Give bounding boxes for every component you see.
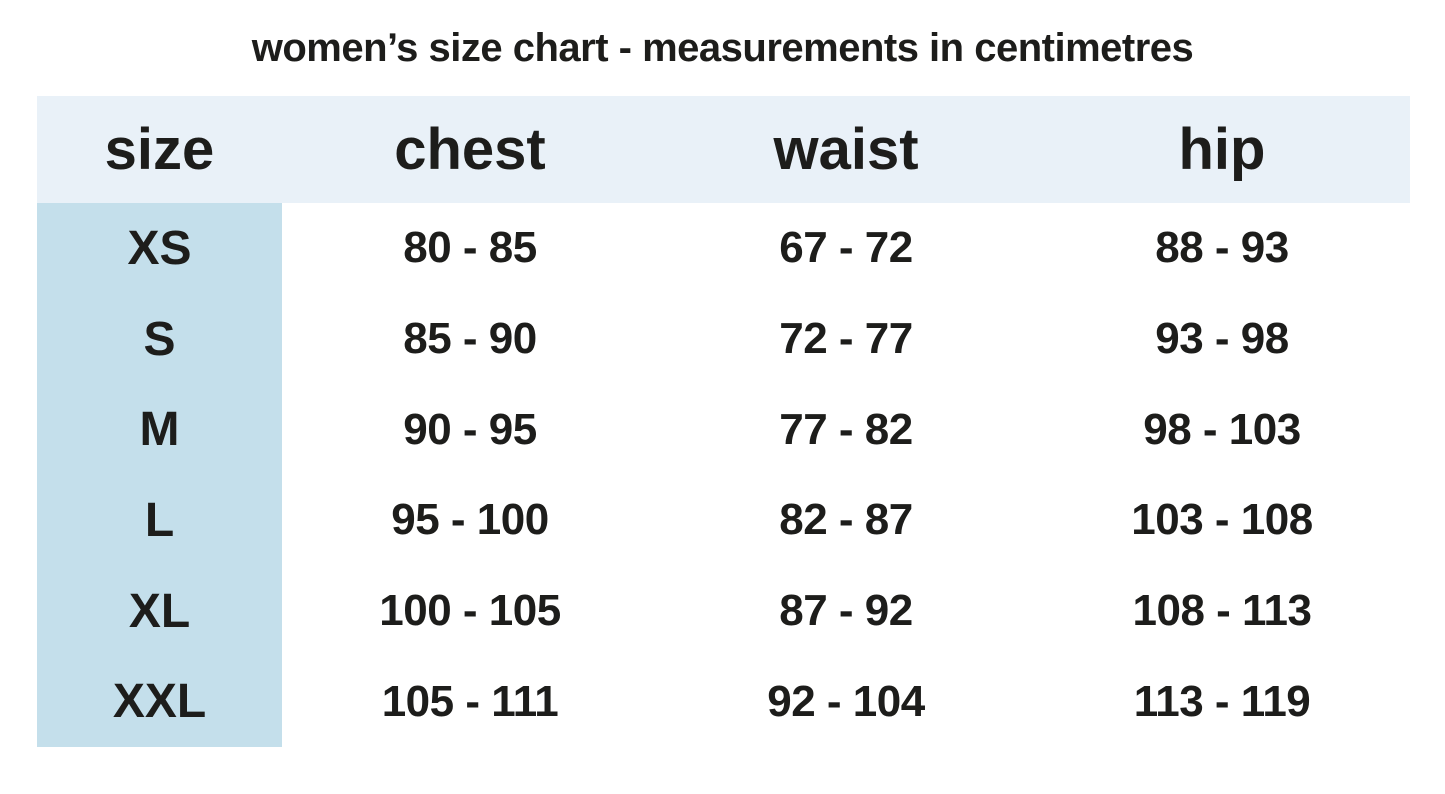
measurement-cell-chest: 85 - 90 (403, 314, 537, 364)
table-row: XXL 105 - 111 92 - 104 113 - 119 (37, 656, 1410, 748)
table-row: XL 100 - 105 87 - 92 108 - 113 (37, 565, 1410, 657)
measurement-cell-hip: 103 - 108 (1131, 495, 1313, 545)
table-row: M 90 - 95 77 - 82 98 - 103 (37, 384, 1410, 476)
header-cell-chest: chest (394, 117, 546, 182)
measurement-cell-hip: 88 - 93 (1155, 223, 1289, 273)
measurement-cell-hip: 93 - 98 (1155, 314, 1289, 364)
measurement-cell-waist: 67 - 72 (779, 223, 913, 273)
table-header-row: size chest waist hip (37, 96, 1410, 203)
table-body: XS 80 - 85 67 - 72 88 - 93 S 85 - 90 72 - 77 93… (37, 203, 1410, 748)
size-label-cell: XS (37, 203, 282, 294)
measurement-cell-hip: 98 - 103 (1143, 404, 1301, 454)
measurement-cell-chest: 105 - 111 (381, 676, 559, 726)
size-chart-table: size chest waist hip XS 80 - 85 67 - 72 88 - 9… (37, 96, 1410, 748)
header-cell-size: size (104, 117, 215, 182)
measurement-cell-chest: 100 - 105 (379, 586, 561, 636)
measurement-cell-waist: 77 - 82 (779, 404, 913, 454)
measurement-cell-waist: 82 - 87 (779, 495, 913, 545)
size-label-cell: XL (37, 565, 282, 657)
size-chart-page: women’s size chart - measurements in cen… (0, 22, 1445, 748)
size-label-cell: M (37, 384, 282, 476)
table-row: L 95 - 100 82 - 87 103 - 108 (37, 475, 1410, 566)
size-label-cell: S (37, 293, 282, 385)
measurement-cell-chest: 90 - 95 (403, 404, 537, 454)
measurement-cell-waist: 87 - 92 (779, 586, 913, 636)
measurement-cell-chest: 80 - 85 (403, 223, 537, 273)
measurement-cell-waist: 72 - 77 (779, 314, 913, 364)
size-label-cell: XXL (37, 656, 282, 748)
header-cell-hip: hip (1178, 117, 1266, 182)
chart-title: women’s size chart - measurements in cen… (251, 26, 1194, 70)
measurement-cell-hip: 113 - 119 (1133, 676, 1311, 726)
header-cell-waist: waist (773, 117, 919, 182)
size-label-cell: L (37, 475, 282, 566)
table-row: XS 80 - 85 67 - 72 88 - 93 (37, 203, 1410, 294)
measurement-cell-hip: 108 - 113 (1132, 586, 1313, 636)
measurement-cell-waist: 92 - 104 (767, 676, 925, 726)
measurement-cell-chest: 95 - 100 (391, 495, 549, 545)
table-row: S 85 - 90 72 - 77 93 - 98 (37, 293, 1410, 385)
